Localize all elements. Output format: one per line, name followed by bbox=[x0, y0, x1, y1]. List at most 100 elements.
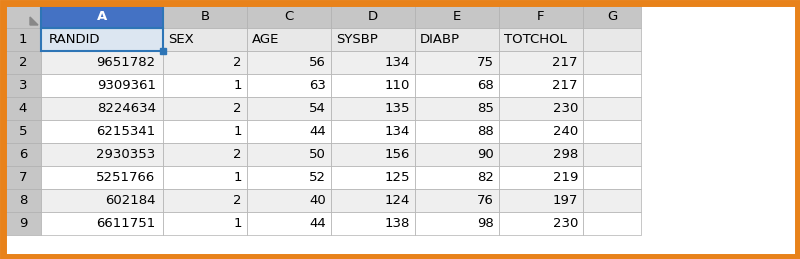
Bar bbox=[499, 97, 583, 120]
Bar bbox=[163, 51, 247, 74]
Bar bbox=[5, 28, 41, 51]
Bar bbox=[583, 166, 641, 189]
Text: 138: 138 bbox=[385, 217, 410, 230]
Bar bbox=[163, 166, 247, 189]
Bar bbox=[247, 74, 331, 97]
Text: 90: 90 bbox=[478, 148, 494, 161]
Bar bbox=[247, 143, 331, 166]
Text: SEX: SEX bbox=[168, 33, 194, 46]
Text: 230: 230 bbox=[553, 217, 578, 230]
Text: 4: 4 bbox=[19, 102, 27, 115]
Text: 1: 1 bbox=[234, 79, 242, 92]
Bar bbox=[163, 74, 247, 97]
Text: 2: 2 bbox=[234, 148, 242, 161]
Text: 75: 75 bbox=[477, 56, 494, 69]
Text: 7: 7 bbox=[18, 171, 27, 184]
Text: 2: 2 bbox=[234, 102, 242, 115]
Bar bbox=[163, 97, 247, 120]
Text: B: B bbox=[201, 10, 210, 23]
Bar bbox=[5, 120, 41, 143]
Bar bbox=[331, 97, 415, 120]
Text: SYSBP: SYSBP bbox=[336, 33, 378, 46]
Bar bbox=[5, 143, 41, 166]
Bar bbox=[247, 212, 331, 235]
Text: 98: 98 bbox=[478, 217, 494, 230]
Text: 230: 230 bbox=[553, 102, 578, 115]
Bar bbox=[415, 5, 499, 28]
Text: 9: 9 bbox=[19, 217, 27, 230]
Bar bbox=[583, 189, 641, 212]
Text: TOTCHOL: TOTCHOL bbox=[504, 33, 567, 46]
Text: 240: 240 bbox=[553, 125, 578, 138]
Bar bbox=[331, 74, 415, 97]
Bar bbox=[415, 97, 499, 120]
Bar bbox=[41, 212, 163, 235]
Bar bbox=[41, 166, 163, 189]
Bar bbox=[415, 51, 499, 74]
Text: 76: 76 bbox=[477, 194, 494, 207]
Bar bbox=[415, 212, 499, 235]
Bar bbox=[415, 166, 499, 189]
Bar bbox=[583, 120, 641, 143]
Bar bbox=[41, 51, 163, 74]
Bar bbox=[415, 143, 499, 166]
Text: 44: 44 bbox=[310, 217, 326, 230]
Bar bbox=[247, 120, 331, 143]
Text: 2: 2 bbox=[234, 56, 242, 69]
Bar bbox=[583, 28, 641, 51]
Bar bbox=[499, 143, 583, 166]
Bar bbox=[163, 5, 247, 28]
Bar bbox=[163, 189, 247, 212]
Text: 82: 82 bbox=[477, 171, 494, 184]
Bar bbox=[247, 97, 331, 120]
Bar bbox=[499, 166, 583, 189]
Bar bbox=[41, 28, 163, 51]
Bar bbox=[5, 74, 41, 97]
Text: 217: 217 bbox=[553, 79, 578, 92]
Bar bbox=[5, 5, 41, 28]
Bar bbox=[163, 212, 247, 235]
Bar bbox=[5, 189, 41, 212]
Bar bbox=[5, 51, 41, 74]
Bar bbox=[499, 51, 583, 74]
Text: AGE: AGE bbox=[252, 33, 279, 46]
Bar bbox=[583, 97, 641, 120]
Bar bbox=[499, 28, 583, 51]
Text: F: F bbox=[538, 10, 545, 23]
Bar bbox=[415, 74, 499, 97]
Bar bbox=[41, 97, 163, 120]
Bar bbox=[499, 120, 583, 143]
Bar bbox=[331, 189, 415, 212]
Text: 110: 110 bbox=[385, 79, 410, 92]
Bar bbox=[163, 120, 247, 143]
Bar bbox=[5, 166, 41, 189]
Text: 602184: 602184 bbox=[105, 194, 156, 207]
Bar bbox=[41, 74, 163, 97]
Text: 298: 298 bbox=[553, 148, 578, 161]
Text: 50: 50 bbox=[309, 148, 326, 161]
Bar bbox=[583, 212, 641, 235]
Text: 5251766: 5251766 bbox=[97, 171, 156, 184]
Text: 1: 1 bbox=[18, 33, 27, 46]
Text: 1: 1 bbox=[234, 125, 242, 138]
Bar bbox=[415, 120, 499, 143]
Text: 2: 2 bbox=[18, 56, 27, 69]
Bar bbox=[583, 51, 641, 74]
Text: DIABP: DIABP bbox=[420, 33, 460, 46]
Text: 85: 85 bbox=[477, 102, 494, 115]
Text: 3: 3 bbox=[18, 79, 27, 92]
Bar bbox=[247, 189, 331, 212]
Bar bbox=[499, 5, 583, 28]
Bar bbox=[247, 5, 331, 28]
Text: 6215341: 6215341 bbox=[97, 125, 156, 138]
Bar bbox=[499, 212, 583, 235]
Text: A: A bbox=[97, 10, 107, 23]
Text: 6611751: 6611751 bbox=[97, 217, 156, 230]
Bar bbox=[41, 143, 163, 166]
Bar bbox=[583, 143, 641, 166]
Text: C: C bbox=[284, 10, 294, 23]
Text: 8: 8 bbox=[19, 194, 27, 207]
Bar bbox=[41, 5, 163, 28]
Bar bbox=[5, 212, 41, 235]
Bar bbox=[5, 97, 41, 120]
